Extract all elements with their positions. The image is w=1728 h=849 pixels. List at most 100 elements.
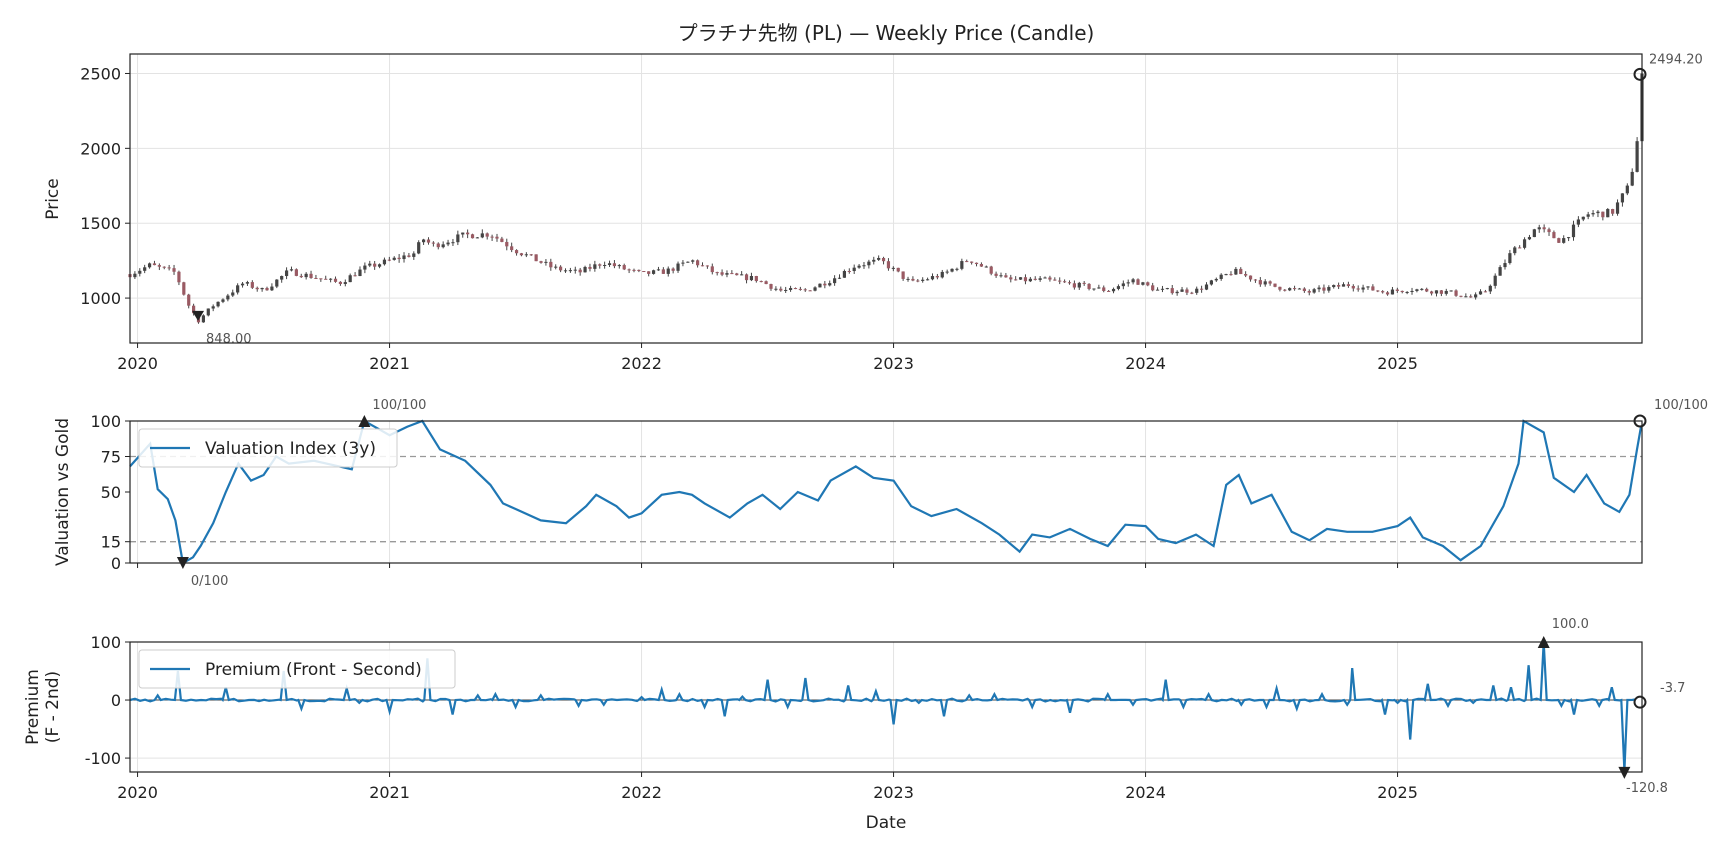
candle-body	[1160, 288, 1165, 290]
candle-body	[172, 268, 176, 272]
candle-body	[1635, 141, 1639, 172]
candle-body	[818, 283, 822, 288]
candle-body	[451, 242, 455, 244]
candle-body	[1121, 283, 1125, 287]
candle-body	[519, 253, 524, 256]
candle-body	[715, 272, 719, 274]
candle-body	[1327, 287, 1331, 291]
candle-body	[1082, 282, 1086, 284]
valuation-annotations: 100/100 0/100 100/100	[176, 398, 1708, 589]
candle-body	[265, 287, 269, 291]
candle-body	[216, 301, 220, 307]
candle-body	[1185, 289, 1189, 293]
y-tick-label: 2500	[80, 64, 121, 83]
valuation-y-ticks: 0 15 50 75 100	[90, 412, 130, 573]
price-last-label: 2494.20	[1649, 52, 1703, 67]
candle-body	[1478, 291, 1483, 295]
candle-body	[808, 290, 812, 292]
candle-body	[309, 273, 313, 278]
candle-body	[187, 294, 191, 306]
candle-body	[1567, 237, 1571, 239]
y-tick-label: 0	[111, 691, 121, 710]
candle-body	[510, 246, 514, 251]
candle-body	[500, 238, 504, 242]
candle-body	[710, 266, 714, 273]
candle-body	[955, 268, 959, 270]
price-last-marker	[1633, 67, 1647, 81]
candle-body	[559, 266, 563, 271]
candle-body	[1273, 283, 1277, 287]
premium-x-ticks: 2020 2021 2022 2023 2024 2025	[117, 772, 1418, 802]
price-candles	[128, 66, 1644, 324]
candle-body	[1033, 278, 1037, 280]
x-tick-label: 2023	[873, 354, 914, 373]
x-tick-label: 2024	[1125, 783, 1166, 802]
x-tick-label: 2020	[117, 354, 158, 373]
candle-body	[1058, 280, 1062, 282]
candle-body	[485, 233, 489, 237]
candle-body	[480, 233, 484, 238]
candle-body	[1253, 279, 1258, 281]
candle-body	[837, 277, 842, 279]
x-tick-label: 2022	[621, 354, 662, 373]
candle-body	[1547, 229, 1551, 233]
candle-body	[735, 273, 739, 276]
candle-body	[299, 275, 303, 278]
candle-body	[1527, 237, 1532, 240]
candle-body	[421, 239, 426, 243]
candle-body	[402, 255, 406, 260]
valuation-legend-label: Valuation Index (3y)	[205, 439, 376, 459]
candle-body	[994, 273, 998, 276]
candle-body	[319, 278, 323, 280]
candle-body	[1126, 282, 1130, 284]
candle-body	[744, 274, 749, 281]
candle-body	[387, 259, 391, 261]
candle-body	[588, 266, 592, 269]
candle-body	[1425, 288, 1429, 292]
candle-body	[862, 265, 866, 267]
candle-body	[764, 281, 768, 285]
x-tick-label: 2024	[1125, 354, 1166, 373]
price-y-label: Price	[43, 178, 63, 219]
candle-body	[304, 273, 308, 278]
candle-body	[1429, 291, 1434, 294]
valuation-panel: 100/100 0/100 100/100 0 15 50 75 100 Valuation…	[53, 398, 1708, 589]
candle-body	[1141, 282, 1145, 285]
candle-body	[255, 287, 259, 290]
candle-body	[1351, 286, 1355, 289]
candle-body	[329, 278, 333, 280]
candle-body	[891, 267, 895, 269]
candle-body	[147, 263, 152, 268]
candle-body	[1190, 292, 1194, 294]
candle-body	[534, 254, 538, 262]
candle-body	[676, 263, 680, 271]
candle-body	[1234, 268, 1238, 275]
candle-body	[1542, 227, 1546, 230]
candle-body	[1332, 285, 1336, 288]
candle-body	[368, 263, 372, 266]
candle-body	[1615, 202, 1620, 214]
y-tick-label: 2000	[80, 139, 121, 158]
candle-body	[1381, 291, 1385, 293]
candle-body	[730, 273, 734, 275]
candle-body	[1474, 294, 1478, 298]
candle-body	[1107, 290, 1111, 292]
candle-body	[642, 271, 646, 273]
candle-body	[896, 267, 900, 272]
candle-body	[348, 275, 352, 283]
candle-body	[353, 275, 357, 277]
candle-body	[143, 267, 147, 271]
candle-body	[1576, 219, 1580, 225]
candle-body	[1395, 289, 1399, 291]
candle-body	[916, 280, 920, 282]
x-tick-label: 2022	[621, 783, 662, 802]
candle-body	[696, 260, 700, 266]
candle-body	[999, 275, 1003, 277]
candle-body	[1288, 288, 1292, 291]
candle-body	[1415, 289, 1419, 291]
candle-body	[177, 271, 181, 283]
candle-body	[974, 262, 979, 265]
price-grid	[130, 54, 1642, 343]
premium-annotations: 100.0 -120.8 -3.7	[1537, 617, 1685, 796]
